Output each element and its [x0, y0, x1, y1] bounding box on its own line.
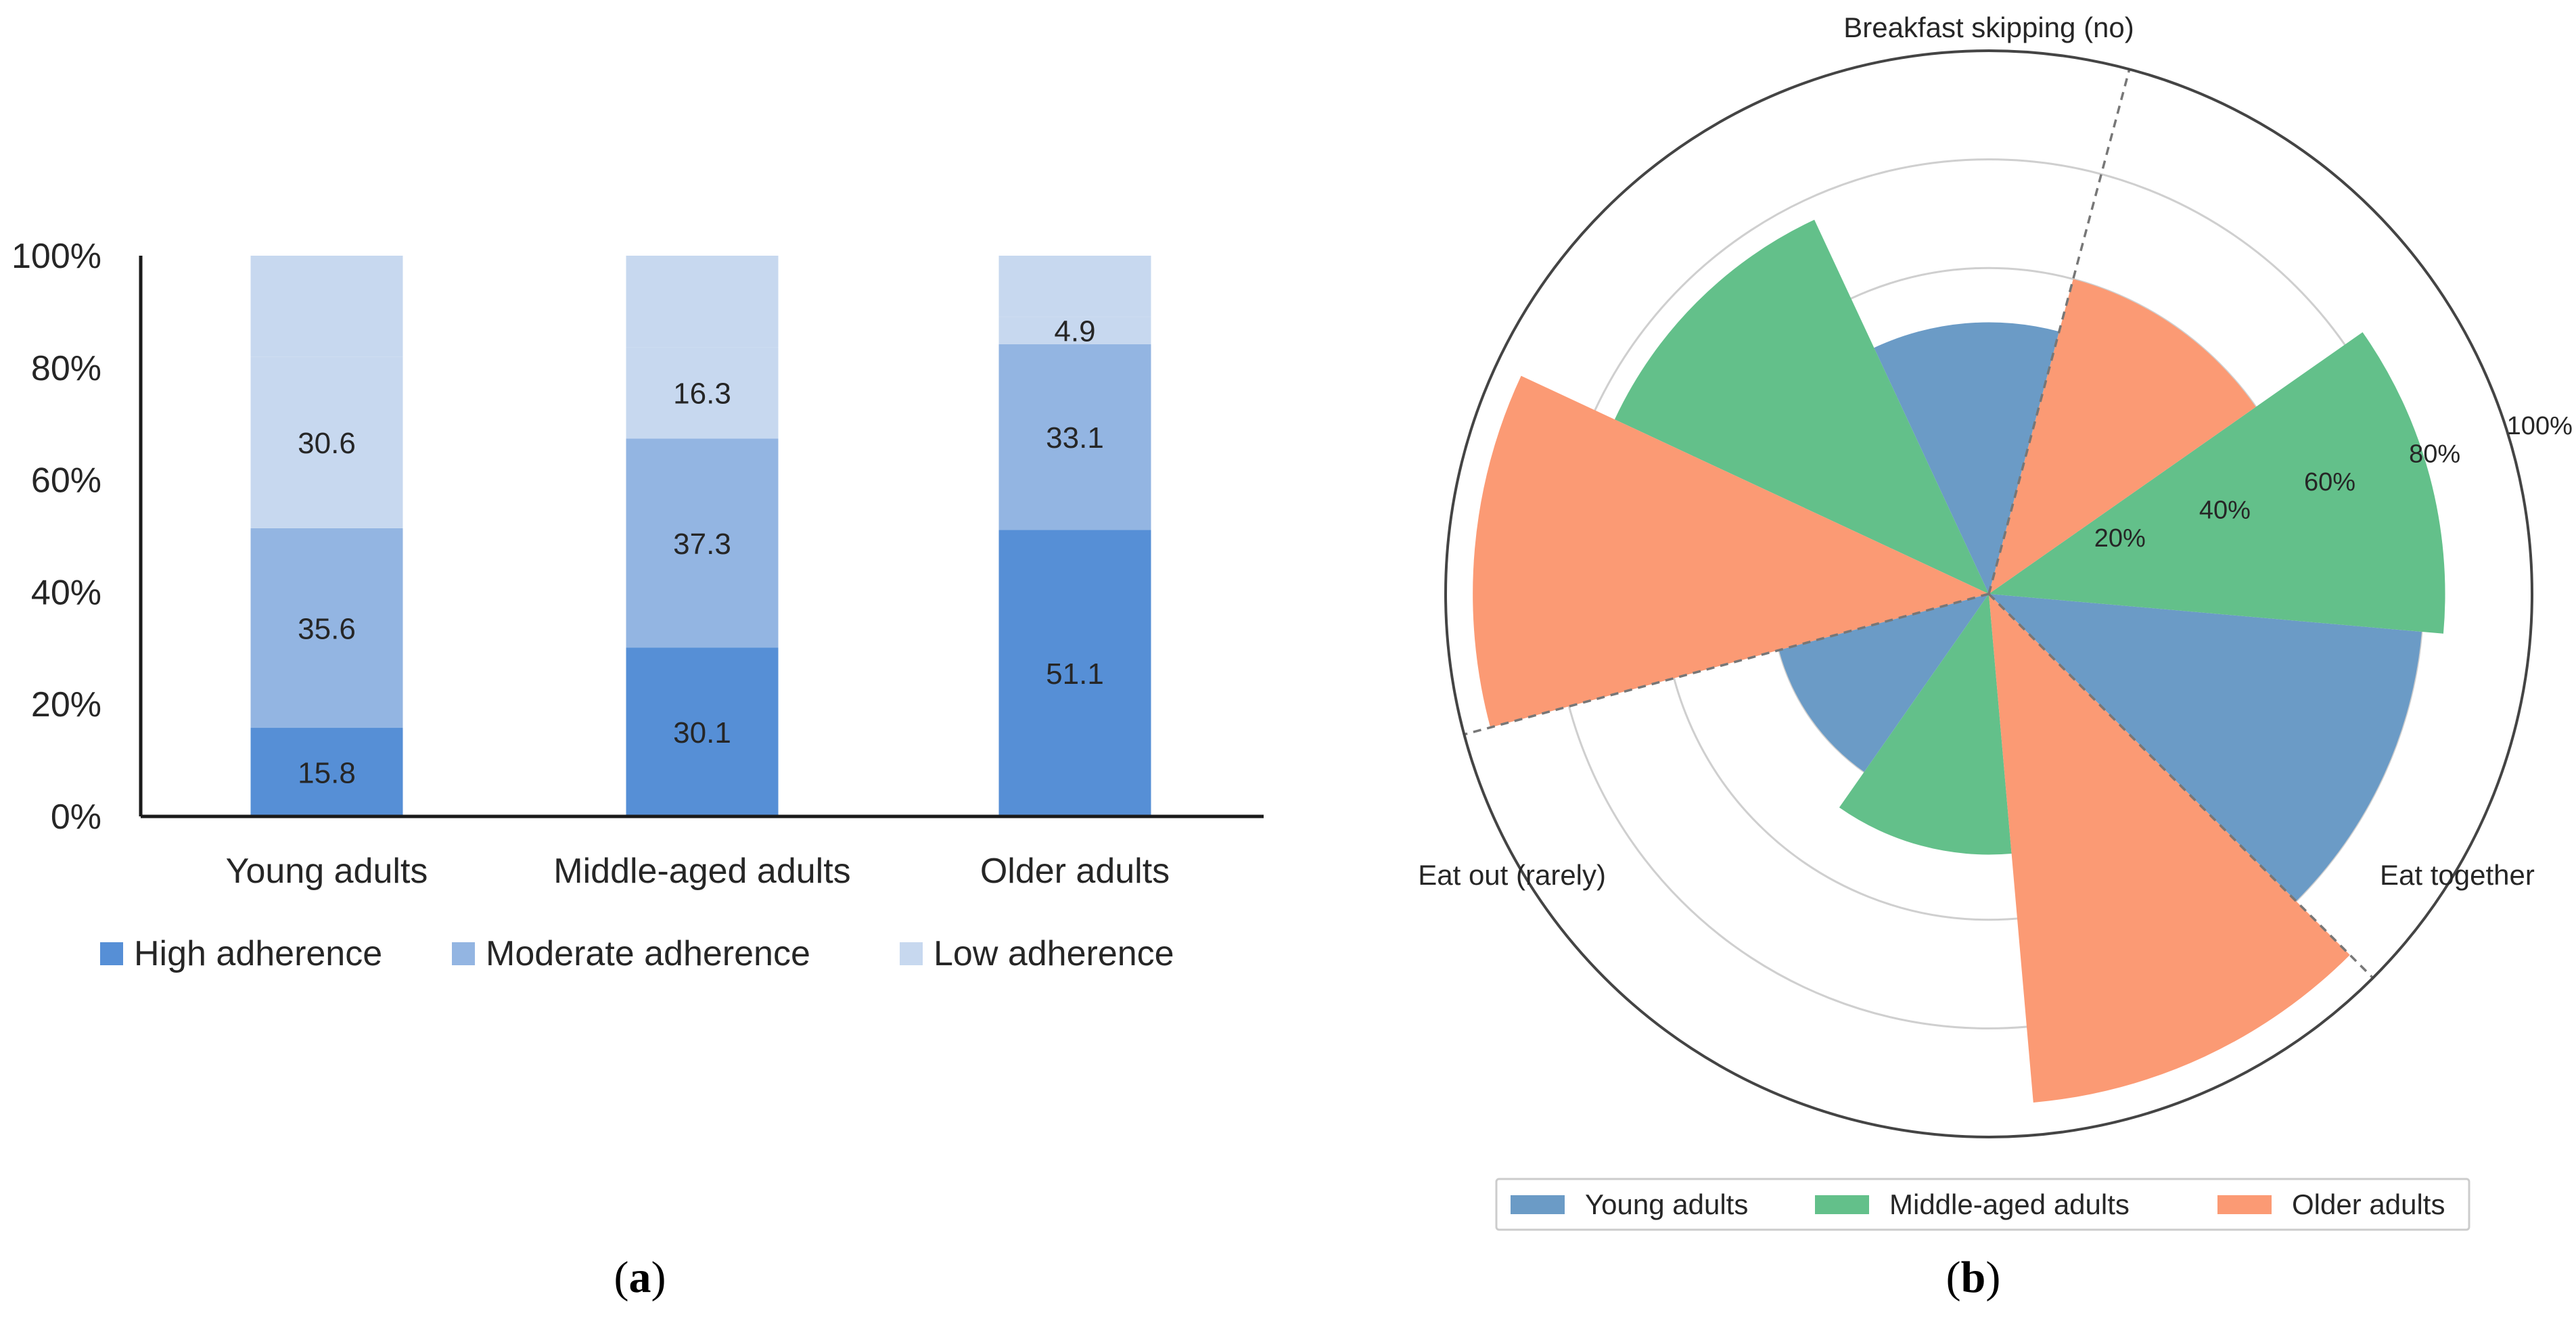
bar-segment: [626, 256, 779, 348]
category-label: Young adults: [226, 852, 428, 891]
sector-divider: [1463, 593, 1990, 736]
data-label: 15.8: [298, 757, 356, 790]
y-tick-label: 40%: [31, 573, 101, 612]
category-label: Breakfast skipping (no): [1843, 11, 2134, 43]
polar-wedge: [1614, 219, 1989, 594]
bar-segment: [626, 347, 779, 439]
polar-wedge: [1989, 332, 2445, 634]
y-tick-label: 100%: [12, 237, 101, 276]
legend-swatch: [100, 942, 123, 965]
stacked-bar-chart: 15.8 35.6 30.6 Young adults 30.1 37.3 16.3 Midd…: [12, 237, 1264, 1302]
legend-label: High adherence: [134, 934, 382, 973]
polar-bar-chart: 20% 40% 60% 80% 100% Eat together Breakfast sk…: [1418, 11, 2573, 1302]
panel-letter: b: [1961, 1253, 1986, 1302]
bar-segment: [626, 647, 779, 816]
data-label: 51.1: [1046, 657, 1104, 691]
polar-wedge: [1989, 594, 2350, 1103]
y-tick-label: 20%: [31, 685, 101, 724]
panel-label: (b): [1946, 1253, 2001, 1302]
panel-letter: a: [629, 1253, 651, 1302]
legend-label: Moderate adherence: [486, 934, 810, 973]
panel-label: (a): [614, 1253, 666, 1302]
bar-segment: [998, 317, 1151, 344]
y-tick-label: 0%: [51, 797, 101, 837]
legend-label: Young adults: [1585, 1188, 1748, 1220]
r-tick-label: 20%: [2094, 524, 2146, 553]
bar-segment: [250, 356, 403, 528]
legend-label: Older adults: [2292, 1188, 2445, 1220]
legend-swatch: [2217, 1195, 2272, 1214]
data-label: 30.1: [673, 716, 731, 749]
bar-segment: [626, 438, 779, 648]
sector-divider: [1987, 593, 2374, 979]
legend-label: Middle-aged adults: [1889, 1188, 2130, 1220]
r-tick-label: 80%: [2409, 440, 2460, 468]
data-label: 4.9: [1054, 315, 1095, 348]
polar-wedge: [1989, 594, 2422, 902]
category-label: Older adults: [980, 852, 1170, 891]
polar-wedge: [1989, 279, 2256, 594]
data-label: 35.6: [298, 612, 356, 645]
legend-label: Low adherence: [934, 934, 1174, 973]
bar-segment: [998, 344, 1151, 530]
bar-segment: [998, 256, 1151, 317]
polar-wedge: [1839, 594, 2012, 855]
legend-swatch: [452, 942, 475, 965]
data-label: 37.3: [673, 528, 731, 561]
bar-segment: [250, 728, 403, 816]
data-label: 16.3: [673, 377, 731, 411]
outer-circle: [1444, 49, 2533, 1138]
category-label: Eat together: [2380, 859, 2535, 891]
bar-segment: [998, 530, 1151, 816]
r-tick-label: 40%: [2199, 496, 2251, 525]
bar-segment: [250, 256, 403, 357]
legend-swatch: [1511, 1195, 1565, 1214]
data-label: 33.1: [1046, 421, 1104, 455]
polar-wedge: [1874, 322, 2059, 594]
legend-swatch: [1815, 1195, 1869, 1214]
r-tick-label: 60%: [2304, 468, 2355, 496]
data-label: 30.6: [298, 427, 356, 460]
polar-wedge: [1473, 375, 1989, 728]
polar-wedge: [1778, 594, 1989, 772]
y-tick-label: 80%: [31, 349, 101, 388]
legend-swatch: [900, 942, 923, 965]
sector-divider: [1987, 68, 2131, 595]
r-tick-label: 100%: [2507, 412, 2573, 440]
category-label: Eat out (rarely): [1418, 859, 1606, 891]
legend-box: [1495, 1178, 2470, 1231]
category-label: Middle-aged adults: [553, 852, 850, 891]
bar-segment: [250, 528, 403, 728]
y-tick-label: 60%: [31, 461, 101, 501]
